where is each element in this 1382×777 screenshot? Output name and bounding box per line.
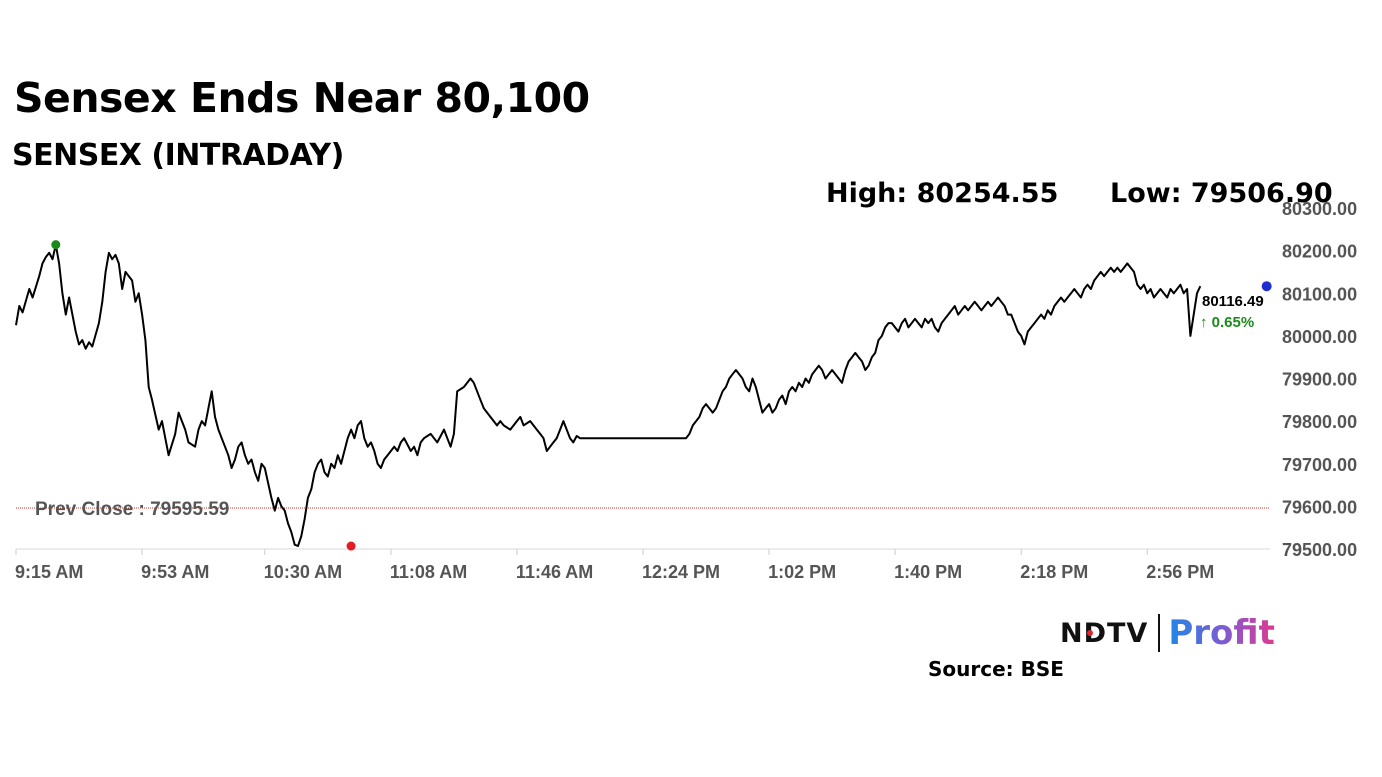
x-tick-label: 11:46 AM [516, 562, 593, 582]
ndtv-wordmark: NDTV [1060, 617, 1149, 649]
x-tick-label: 1:02 PM [768, 562, 836, 582]
high-stat: High: 80254.55 [826, 178, 1059, 209]
price-line [15, 243, 1202, 547]
ndtv-profit-logo: NDTV Profit [1060, 612, 1275, 654]
y-tick-label: 80200.00 [1282, 242, 1357, 262]
last-price-label: 80116.49 [1202, 293, 1264, 310]
x-tick-label: 1:40 PM [894, 562, 962, 582]
x-tick-label: 9:53 AM [141, 562, 209, 582]
change-percent-label: ↑ 0.65% [1200, 314, 1254, 331]
prev-close-label: Prev Close : 79595.59 [35, 499, 229, 520]
x-tick-label: 10:30 AM [264, 562, 342, 582]
source-note: Source: BSE [928, 657, 1064, 681]
x-tick-label: 9:15 AM [15, 562, 83, 582]
y-tick-label: 80000.00 [1282, 327, 1357, 347]
profit-wordmark: Profit [1168, 613, 1275, 653]
y-tick-label: 79900.00 [1282, 370, 1357, 390]
y-tick-label: 80300.00 [1282, 199, 1357, 219]
chart-subtitle: SENSEX (INTRADAY) [12, 138, 344, 173]
high-marker [51, 240, 61, 250]
last-price-marker [1261, 281, 1272, 292]
y-tick-label: 79700.00 [1282, 455, 1357, 475]
logo-dot-icon [1087, 630, 1093, 636]
y-axis: 79500.00 79600.00 79700.00 79800.00 79900.00… [1282, 199, 1357, 560]
logo-divider [1158, 614, 1161, 652]
x-tick-label: 11:08 AM [390, 562, 467, 582]
y-tick-label: 79600.00 [1282, 497, 1357, 517]
low-marker [346, 541, 356, 551]
y-tick-label: 80100.00 [1282, 284, 1357, 304]
low-stat: Low: 79506.90 [1110, 178, 1333, 209]
x-tick-label: 2:18 PM [1020, 562, 1088, 582]
x-tick-label: 2:56 PM [1146, 562, 1214, 582]
x-tick-label: 12:24 PM [642, 562, 720, 582]
x-axis: 9:15 AM 9:53 AM 10:30 AM 11:08 AM 11:46 AM 12… [15, 549, 1214, 582]
headline: Sensex Ends Near 80,100 [14, 74, 590, 122]
y-tick-label: 79800.00 [1282, 412, 1357, 432]
y-tick-label: 79500.00 [1282, 540, 1357, 560]
